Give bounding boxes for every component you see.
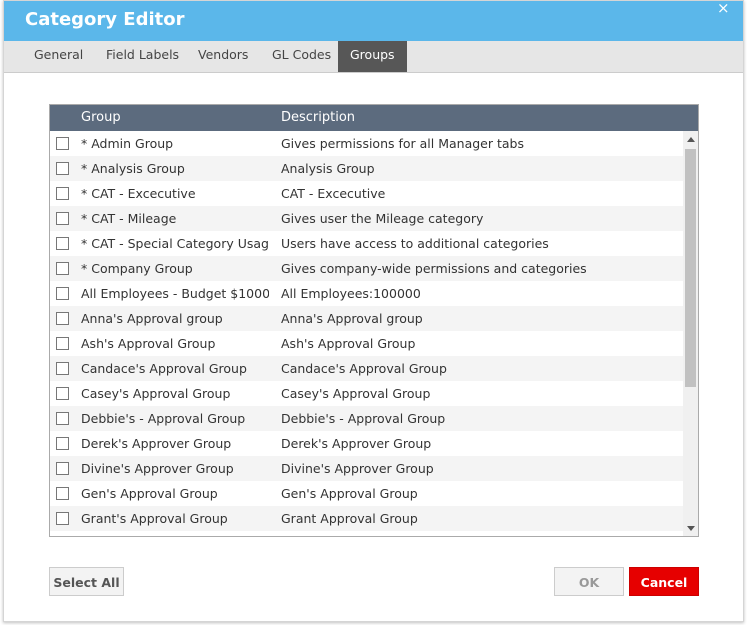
group-name: Anna's Approval group	[81, 311, 223, 326]
title-bar: Category Editor ×	[4, 0, 743, 41]
table-row[interactable]: Derek's Approver Group Derek's Approver G…	[50, 431, 683, 456]
tab[interactable]: Groups	[338, 41, 407, 72]
group-description: Casey's Approval Group	[281, 386, 431, 401]
group-description: Grant Approval Group	[281, 511, 418, 526]
group-name: * Company Group	[81, 261, 193, 276]
checkbox[interactable]	[56, 262, 69, 275]
table-header: Group Description	[50, 105, 698, 131]
group-name: Grant's Approval Group	[81, 511, 228, 526]
checkbox[interactable]	[56, 462, 69, 475]
table-row[interactable]: * CAT - Special Category Usage Gr Users h…	[50, 231, 683, 256]
table-row[interactable]: Divine's Approver Group Divine's Approver…	[50, 456, 683, 481]
column-header: Description	[281, 110, 356, 125]
tab[interactable]: General	[34, 47, 84, 62]
group-name: * Analysis Group	[81, 161, 185, 176]
table-row[interactable]: * CAT - Mileage Gives user the Mileage ca…	[50, 206, 683, 231]
group-name: * CAT - Special Category Usage Gr	[81, 236, 269, 251]
scroll-down[interactable]	[687, 526, 695, 531]
checkbox[interactable]	[56, 237, 69, 250]
group-description: Users have access to additional categori…	[281, 236, 549, 251]
checkbox[interactable]	[56, 162, 69, 175]
group-name: Casey's Approval Group	[81, 386, 231, 401]
group-name: Candace's Approval Group	[81, 361, 247, 376]
table-row[interactable]: All Employees - Budget $100000 All Employ…	[50, 281, 683, 306]
group-description: Candace's Approval Group	[281, 361, 447, 376]
group-name: All Employees - Budget $100000	[81, 286, 269, 301]
group-description: Analysis Group	[281, 161, 375, 176]
ok-button[interactable]: OK	[554, 567, 624, 596]
tab-bar: General Field Labels Vendors GL Codes Groups	[4, 41, 743, 73]
checkbox[interactable]	[56, 362, 69, 375]
group-name: * CAT - Excecutive	[81, 186, 196, 201]
table-row[interactable]: Grant's Approval Group Grant Approval Gro…	[50, 506, 683, 531]
table-row[interactable]: Casey's Approval Group Casey's Approval G…	[50, 381, 683, 406]
close-button[interactable]: ×	[717, 0, 730, 17]
checkbox[interactable]	[56, 287, 69, 300]
dialog-title: Category Editor	[25, 9, 185, 30]
group-name: Gen's Approval Group	[81, 486, 218, 501]
checkbox[interactable]	[56, 212, 69, 225]
group-name: Derek's Approver Group	[81, 436, 232, 451]
group-description: CAT - Excecutive	[281, 186, 386, 201]
checkbox[interactable]	[56, 337, 69, 350]
checkbox[interactable]	[56, 137, 69, 150]
scroll-up[interactable]	[687, 137, 695, 142]
table-row[interactable]: * Company Group Gives company-wide permis…	[50, 256, 683, 281]
column-header: Group	[81, 110, 121, 125]
select-all-button[interactable]: Select All	[49, 567, 124, 596]
cancel-button[interactable]: Cancel	[629, 567, 699, 596]
table-row[interactable]: Debbie's - Approval Group Debbie's - Appr…	[50, 406, 683, 431]
group-description: Derek's Approver Group	[281, 436, 432, 451]
checkbox[interactable]	[56, 187, 69, 200]
checkbox[interactable]	[56, 312, 69, 325]
group-description: Gives permissions for all Manager tabs	[281, 136, 524, 151]
group-description: Anna's Approval group	[281, 311, 423, 326]
group-description: Gen's Approval Group	[281, 486, 418, 501]
table-row[interactable]: Anna's Approval group Anna's Approval gro…	[50, 306, 683, 331]
group-name: * CAT - Mileage	[81, 211, 177, 226]
checkbox[interactable]	[56, 487, 69, 500]
scroll-thumb[interactable]	[685, 149, 696, 387]
table-row[interactable]: Ash's Approval Group Ash's Approval Group	[50, 331, 683, 356]
table-row[interactable]: * Admin Group Gives permissions for all M…	[50, 131, 683, 156]
table-row[interactable]: * Analysis Group Analysis Group	[50, 156, 683, 181]
scrollbar[interactable]	[683, 131, 698, 536]
table-row[interactable]: * CAT - Excecutive CAT - Excecutive	[50, 181, 683, 206]
group-name: Ash's Approval Group	[81, 336, 216, 351]
tab[interactable]: Vendors	[198, 47, 249, 62]
group-description: Divine's Approver Group	[281, 461, 434, 476]
checkbox[interactable]	[56, 512, 69, 525]
dialog: Category Editor × General Field Labels Ven…	[3, 0, 744, 622]
group-description: Ash's Approval Group	[281, 336, 416, 351]
tab[interactable]: GL Codes	[272, 47, 332, 62]
checkbox[interactable]	[56, 412, 69, 425]
checkbox[interactable]	[56, 437, 69, 450]
tab[interactable]: Field Labels	[106, 47, 180, 62]
group-description: All Employees:100000	[281, 286, 421, 301]
table-row[interactable]: Candace's Approval Group Candace's Approv…	[50, 356, 683, 381]
group-description: Gives user the Mileage category	[281, 211, 484, 226]
group-name: Debbie's - Approval Group	[81, 411, 246, 426]
group-description: Gives company-wide permissions and categ…	[281, 261, 587, 276]
group-description: Debbie's - Approval Group	[281, 411, 446, 426]
group-name: * Admin Group	[81, 136, 174, 151]
groups-table: Group Description * Admin Group Gives per…	[49, 104, 699, 537]
group-name: Divine's Approver Group	[81, 461, 234, 476]
checkbox[interactable]	[56, 387, 69, 400]
table-row[interactable]: Gen's Approval Group Gen's Approval Group	[50, 481, 683, 506]
